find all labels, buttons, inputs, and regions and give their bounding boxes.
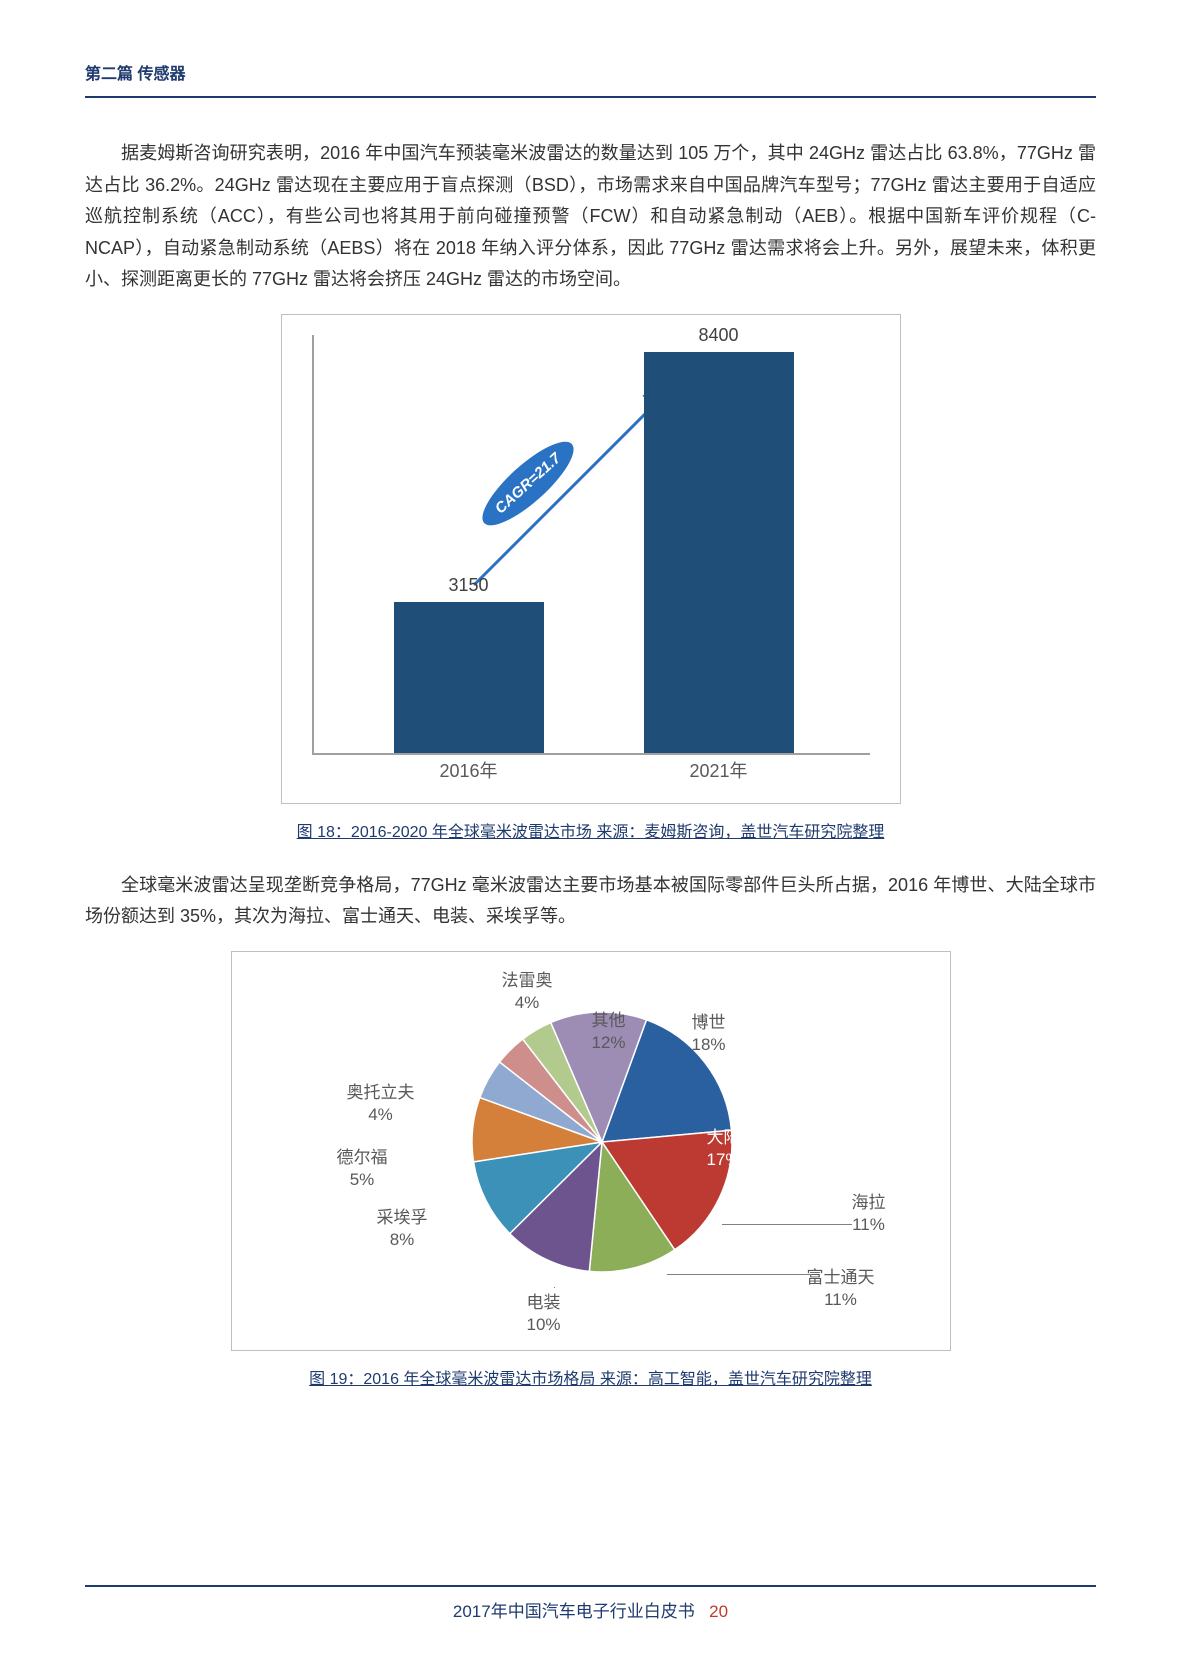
header-rule (85, 96, 1096, 98)
paragraph-1: 据麦姆斯咨询研究表明，2016 年中国汽车预装毫米波雷达的数量达到 105 万个… (85, 138, 1096, 296)
page-footer: 2017年中国汽车电子行业白皮书 20 (0, 1585, 1181, 1622)
pie-chart-figure: 博世18% 大陆17% 海拉11% 富士通天11% 电装10% 采埃孚8% 德尔福5% 奥托立… (85, 951, 1096, 1351)
footer-title: 2017年中国汽车电子行业白皮书 (453, 1602, 695, 1621)
pie-leader-2 (722, 1224, 852, 1225)
bar-value-label-0: 3150 (394, 575, 544, 596)
pie-leader-3 (667, 1274, 812, 1275)
pie-label-1: 大陆17% (707, 1127, 741, 1171)
bar-value-label-1: 8400 (644, 325, 794, 346)
pie-label-5: 采埃孚8% (377, 1207, 428, 1251)
pie-label-8: 法雷奥4% (502, 970, 553, 1014)
cagr-bubble: CAGR=21.7 (471, 430, 584, 537)
pie-label-6: 德尔福5% (337, 1147, 388, 1191)
pie-label-0: 博世18% (692, 1012, 726, 1056)
footer-page-number: 20 (709, 1602, 728, 1621)
pie-label-3: 富士通天11% (807, 1267, 875, 1311)
bar-chart-figure: CAGR=21.7 3150 2016年 8400 2021年 (85, 314, 1096, 804)
pie-label-2: 海拉11% (852, 1192, 886, 1236)
bar-0 (394, 602, 544, 752)
bar-x-label-0: 2016年 (394, 757, 544, 783)
header-section: 第二篇 传感器 (85, 60, 1096, 84)
footer-rule (85, 1585, 1096, 1587)
pie-label-9: 其他12% (592, 1010, 626, 1054)
caption-fig18: 图 18：2016-2020 年全球毫米波雷达市场 来源：麦姆斯咨询，盖世汽车研… (85, 818, 1096, 842)
bar-chart-box: CAGR=21.7 3150 2016年 8400 2021年 (281, 314, 901, 804)
bar-1 (644, 352, 794, 753)
bar-plot-area: CAGR=21.7 31502016年84002021年 (312, 335, 870, 755)
pie-chart-box: 博世18% 大陆17% 海拉11% 富士通天11% 电装10% 采埃孚8% 德尔福5% 奥托立… (231, 951, 951, 1351)
pie-leader-4 (554, 1287, 555, 1288)
pie-label-7: 奥托立夫4% (347, 1082, 415, 1126)
caption-fig19: 图 19：2016 年全球毫米波雷达市场格局 来源：高工智能，盖世汽车研究院整理 (85, 1365, 1096, 1389)
pie-label-4: 电装10% (527, 1292, 561, 1336)
bar-x-label-1: 2021年 (644, 757, 794, 783)
paragraph-2: 全球毫米波雷达呈现垄断竞争格局，77GHz 毫米波雷达主要市场基本被国际零部件巨… (85, 870, 1096, 933)
